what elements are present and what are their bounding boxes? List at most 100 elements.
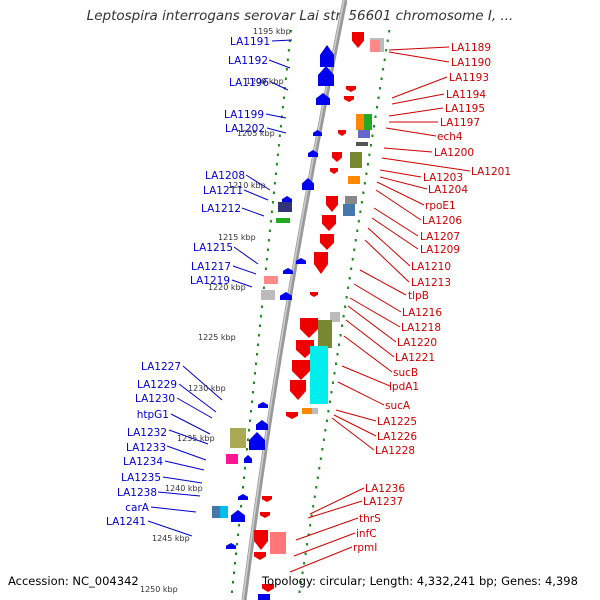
right-tick-dot [371, 134, 374, 137]
left-tick-dot [230, 590, 233, 593]
left-tick-dot [277, 144, 280, 147]
left-leader-line [150, 506, 197, 513]
gene-label-left: carA [125, 502, 150, 514]
gene-label-left: LA1217 [191, 261, 231, 273]
gene-arrow-down [310, 292, 318, 297]
gene-arrow-down [296, 340, 314, 358]
gene-box [364, 114, 372, 130]
gene-box [370, 40, 380, 52]
right-tick-dot [365, 172, 368, 175]
left-tick-dot [269, 220, 272, 223]
left-leader-line [271, 39, 293, 42]
gene-arrow-down [300, 318, 318, 338]
scale-tick-label: 1230 kbp [188, 384, 226, 393]
gene-box [356, 114, 364, 130]
gene-arrow-down [344, 96, 354, 102]
gene-arrow-up [238, 494, 248, 500]
right-leader-line [353, 283, 402, 313]
gene-arrow-down [330, 168, 338, 174]
gene-label-right: LA1195 [445, 103, 485, 115]
gene-label-left: LA1227 [141, 361, 181, 373]
right-tick-dot [331, 381, 334, 384]
left-tick-dot [250, 400, 253, 403]
left-leader-line [166, 445, 207, 461]
left-tick-dot [266, 248, 269, 251]
topology-text: Topology: circular; Length: 4,332,241 bp… [262, 574, 578, 588]
right-tick-dot [369, 144, 372, 147]
left-tick-dot [236, 533, 239, 536]
right-leader-line [359, 269, 407, 296]
gene-label-left: LA1199 [224, 109, 264, 121]
left-tick-dot [256, 343, 259, 346]
gene-arrow-up [249, 432, 265, 450]
right-leader-line [293, 532, 356, 557]
right-leader-line [388, 51, 450, 63]
left-tick-dot [272, 191, 275, 194]
right-tick-dot [383, 58, 386, 61]
gene-arrow-up [318, 66, 334, 86]
backbone-layer [241, 0, 348, 600]
gene-label-left: LA1192 [228, 55, 268, 67]
gene-label-right: LA1189 [451, 42, 491, 54]
right-leader-line [379, 169, 422, 178]
right-leader-line [383, 147, 433, 153]
right-tick-dot [301, 571, 304, 574]
right-tick-dot [345, 296, 348, 299]
left-tick-dot [248, 419, 251, 422]
left-tick-dot [273, 182, 276, 185]
right-tick-dot [303, 562, 306, 565]
gene-labels: LA1191 LA1192 LA1196 LA1199 LA1202 LA1208 LA12… [106, 36, 511, 554]
gene-label-right: infC [356, 528, 377, 540]
left-tick-dot [239, 505, 242, 508]
left-leader-line [168, 429, 209, 445]
scale-tick-label: 1235 kbp [177, 434, 215, 443]
left-tick-dot [243, 467, 246, 470]
right-tick-dot [315, 486, 318, 489]
right-leader-line [349, 297, 401, 328]
right-tick-dot [325, 419, 328, 422]
gene-box [276, 218, 290, 223]
right-tick-dot [324, 429, 327, 432]
right-tick-dot [306, 543, 309, 546]
right-tick-dot [300, 581, 303, 584]
gene-arrow-down [320, 234, 334, 250]
scale-tick-label: 1220 kbp [208, 283, 246, 292]
gene-label-right: ech4 [437, 131, 463, 143]
right-leader-line [307, 500, 363, 519]
left-leader-line [243, 189, 269, 201]
left-tick-dot [279, 125, 282, 128]
right-leader-line [341, 365, 391, 387]
accession-text: Accession: NC_004342 [8, 574, 139, 588]
right-leader-line [295, 517, 359, 541]
gene-label-left: LA1202 [225, 123, 265, 135]
left-tick-dot [282, 96, 285, 99]
gene-label-left: LA1241 [106, 516, 146, 528]
right-tick-dot [338, 343, 341, 346]
right-tick-dot [312, 505, 315, 508]
gene-label-left: LA1219 [190, 275, 230, 287]
right-leader-line [289, 546, 353, 573]
left-leader-line [147, 520, 193, 537]
right-tick-dot [368, 153, 371, 156]
gene-arrow-down [352, 32, 364, 48]
gene-label-right: LA1194 [446, 89, 486, 101]
left-tick-dot [234, 552, 237, 555]
gene-label-left: LA1233 [126, 442, 166, 454]
gene-label-right: LA1216 [402, 307, 442, 319]
right-tick-dot [335, 362, 337, 365]
left-tick-dot [286, 58, 289, 61]
left-leader-line [162, 476, 203, 484]
left-leader-line [270, 81, 289, 91]
left-tick-dot [237, 524, 240, 527]
gene-label-right: LA1210 [411, 261, 451, 273]
gene-box [348, 176, 360, 184]
right-tick-dot [344, 305, 347, 308]
right-leader-line [381, 157, 471, 172]
right-leader-line [388, 107, 444, 117]
gene-label-right: LA1236 [365, 483, 405, 495]
right-tick-dot [298, 590, 301, 593]
gene-arrow-up [282, 196, 292, 203]
gene-label-right: LA1207 [420, 231, 460, 243]
right-tick-dot [362, 191, 365, 194]
left-tick-dot [268, 229, 271, 232]
